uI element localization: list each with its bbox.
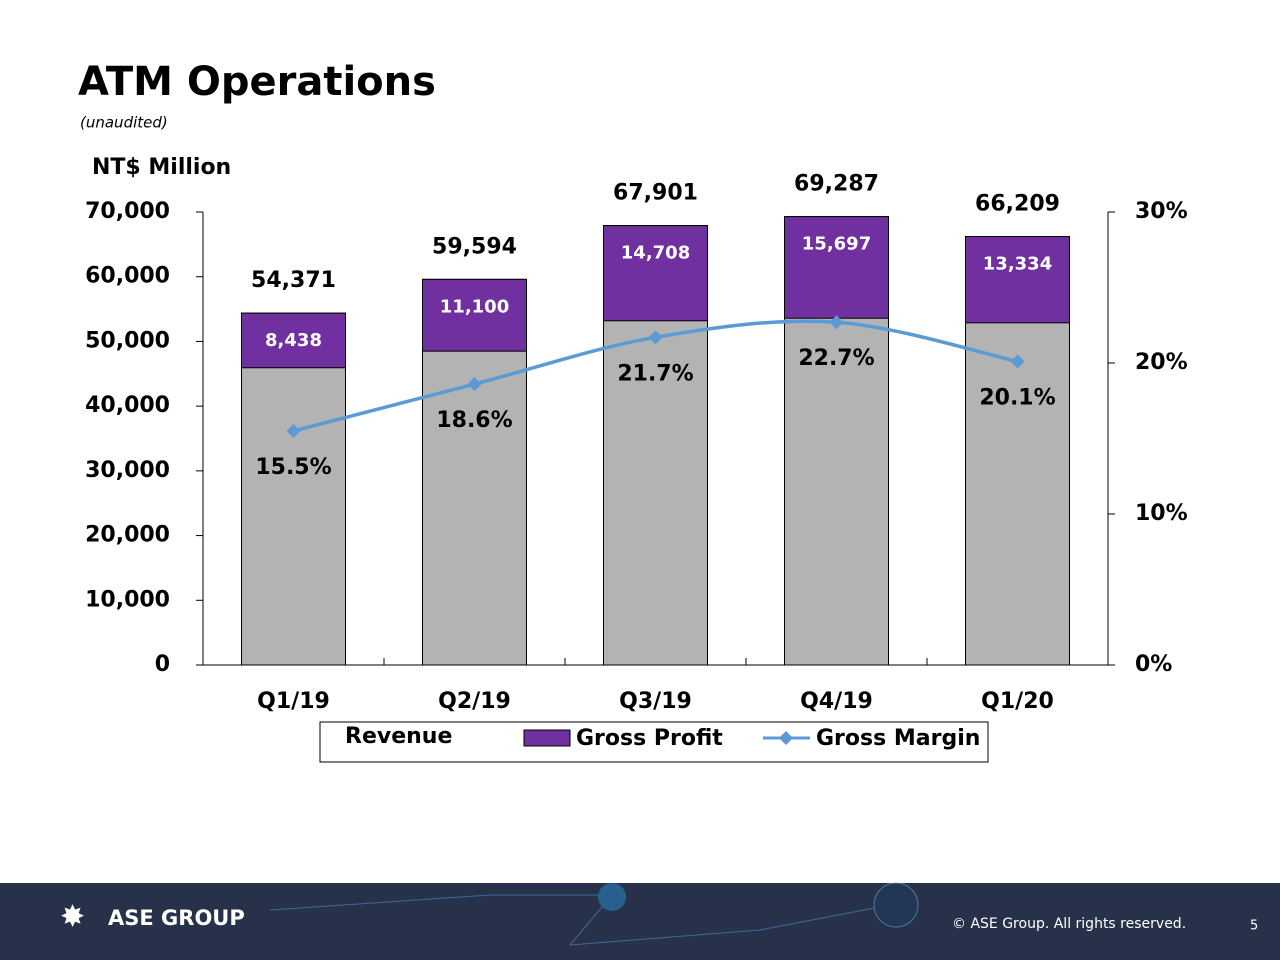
y2-tick-label: 20%: [1135, 350, 1188, 375]
gross-profit-label: 11,100: [440, 296, 509, 317]
y2-tick-label: 0%: [1135, 652, 1172, 677]
gross-profit-label: 13,334: [983, 254, 1052, 275]
revenue-label: 66,209: [975, 192, 1060, 217]
revenue-label: 67,901: [613, 181, 698, 206]
gross-profit-bar: [422, 278, 527, 352]
y-tick-label: 20,000: [85, 523, 170, 548]
gross-profit-bar: [241, 312, 346, 369]
revenue-label: 69,287: [794, 172, 879, 197]
gross-profit-bar: [965, 236, 1070, 324]
footer-brand: ASE GROUP: [108, 906, 245, 930]
y-tick-label: 40,000: [85, 393, 170, 418]
footer-bar: [0, 883, 1280, 960]
gross-margin-label: 20.1%: [979, 385, 1055, 410]
gross-profit-label: 15,697: [802, 234, 871, 255]
gross-profit-bar: [603, 225, 708, 322]
y-tick-label: 70,000: [85, 199, 170, 224]
legend-box: [319, 721, 989, 763]
legend-label: Revenue: [345, 724, 452, 749]
subtitle: (unaudited): [80, 114, 168, 132]
gross-profit-bar: [784, 216, 889, 319]
gross-margin-label: 21.7%: [617, 361, 693, 386]
gross-margin-marker: [648, 330, 663, 345]
y-axis-label: NT$ Million: [92, 155, 231, 180]
legend-label: Gross Margin: [816, 726, 980, 751]
x-tick-label: Q1/20: [981, 689, 1054, 714]
gross-margin-label: 15.5%: [255, 455, 331, 480]
footer-logo: ✸: [60, 900, 85, 935]
x-tick-label: Q4/19: [800, 689, 873, 714]
y-tick-label: 60,000: [85, 264, 170, 289]
footer-copyright: © ASE Group. All rights reserved.: [952, 916, 1186, 932]
slide-title: ATM Operations: [78, 59, 436, 105]
gross-margin-marker: [829, 315, 844, 330]
x-tick-label: Q3/19: [619, 689, 692, 714]
revenue-label: 59,594: [432, 234, 517, 259]
legend-marker: [779, 731, 793, 745]
gross-margin-label: 22.7%: [798, 346, 874, 371]
y-tick-label: 10,000: [85, 587, 170, 612]
revenue-label: 54,371: [251, 268, 336, 293]
footer-decoration: [269, 882, 919, 946]
y2-tick-label: 30%: [1135, 199, 1188, 224]
y2-tick-label: 10%: [1135, 501, 1188, 526]
legend-swatch: [523, 729, 571, 747]
gross-margin-label: 18.6%: [436, 408, 512, 433]
x-tick-label: Q2/19: [438, 689, 511, 714]
page-number: 5: [1250, 919, 1258, 934]
gross-profit-label: 14,708: [621, 243, 690, 264]
y-tick-label: 50,000: [85, 328, 170, 353]
y-tick-label: 0: [155, 652, 170, 677]
gross-profit-label: 8,438: [265, 330, 322, 351]
gross-margin-marker: [286, 423, 301, 438]
gross-margin-marker: [467, 377, 482, 392]
gross-margin-marker: [1010, 354, 1025, 369]
legend-label: Gross Profit: [576, 726, 723, 751]
x-tick-label: Q1/19: [257, 689, 330, 714]
y-tick-label: 30,000: [85, 458, 170, 483]
